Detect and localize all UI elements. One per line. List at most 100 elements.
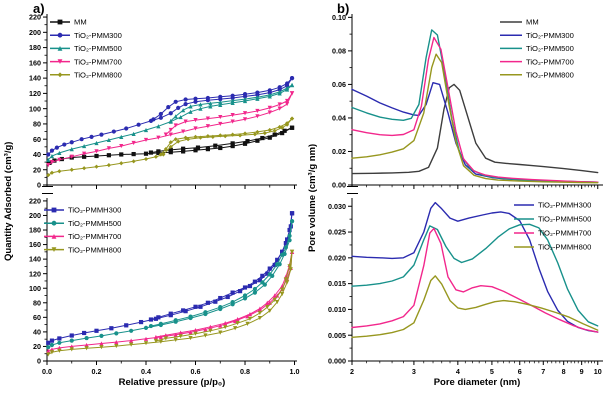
svg-text:60: 60 [33, 135, 41, 144]
svg-text:180: 180 [29, 226, 41, 235]
legend-item-TiO-PMMH800: TiO₂-PMMH800 [514, 243, 591, 252]
svg-text:100: 100 [29, 284, 41, 293]
svg-text:220: 220 [29, 13, 41, 22]
svg-text:MM: MM [74, 18, 87, 27]
svg-text:0.0: 0.0 [42, 367, 52, 376]
series-TiO-PMMH500 [351, 223, 599, 327]
series-TiO-PMMH700 [351, 227, 599, 333]
legend-b-top: MM TiO₂-PMM300 TiO₂-PMM500 TiO₂-PMM700 TiO₂-… [500, 18, 574, 80]
svg-text:220: 220 [29, 197, 41, 206]
svg-text:MM: MM [526, 18, 539, 27]
legend-item-TiO-PMMH700: TiO₂-PMMH700 [44, 232, 121, 241]
svg-text:2: 2 [350, 367, 354, 376]
svg-text:0.8: 0.8 [240, 367, 250, 376]
svg-text:0.02: 0.02 [332, 147, 346, 156]
legend-item-MM: MM [500, 18, 539, 27]
svg-text:80: 80 [33, 298, 41, 307]
series-TiO-PMM800 [351, 53, 599, 184]
svg-text:160: 160 [29, 240, 41, 249]
svg-text:40: 40 [33, 327, 41, 336]
svg-text:TiO₂-PMMH700: TiO₂-PMMH700 [68, 232, 121, 241]
svg-text:0: 0 [37, 357, 41, 366]
svg-text:0.030: 0.030 [328, 202, 346, 211]
series-MM [47, 125, 295, 165]
svg-text:TiO₂-PMMH500: TiO₂-PMMH500 [538, 215, 591, 224]
legend-item-TiO-PMM300: TiO₂-PMM300 [500, 31, 574, 40]
svg-text:3: 3 [412, 367, 416, 376]
legend-item-TiO-PMM800: TiO₂-PMM800 [500, 71, 574, 80]
panel-a-label: a) [33, 1, 45, 16]
series-TiO-PMMH500 [46, 219, 295, 350]
series-TiO-PMM800 [46, 116, 295, 178]
svg-text:TiO₂-PMM800: TiO₂-PMM800 [74, 71, 122, 80]
series-TiO-PMM300 [351, 81, 599, 183]
panel-b-label: b) [337, 1, 350, 16]
svg-text:0.4: 0.4 [141, 367, 151, 376]
svg-text:0.08: 0.08 [332, 46, 346, 55]
axes-b-top: 0.00 0.02 0.04 0.06 0.08 0.10 [332, 13, 603, 189]
svg-text:9: 9 [580, 367, 584, 376]
svg-text:6: 6 [518, 367, 522, 376]
legend-a-top: MM TiO₂-PMM300 TiO₂-PMM500 TiO₂-PMM700 TiO₂-… [50, 18, 122, 80]
legend-item-TiO-PMMH300: TiO₂-PMMH300 [514, 201, 591, 210]
panel-a-top-chart: 0 20 40 60 80 100 120 140 160 180 200 220 MM TiO₂-PMM… [29, 13, 297, 189]
svg-text:7: 7 [541, 367, 545, 376]
svg-text:40: 40 [33, 150, 41, 159]
svg-text:100: 100 [29, 104, 41, 113]
legend-item-TiO-PMM300: TiO₂-PMM300 [50, 31, 122, 40]
series-TiO-PMMH800 [46, 249, 295, 357]
svg-text:10: 10 [594, 367, 602, 376]
legend-item-TiO-PMM500: TiO₂-PMM500 [500, 44, 574, 53]
series-MM [351, 83, 599, 175]
panel-b-bottom-chart: 0.000 0.005 0.010 0.015 0.020 0.025 0.030 2 3 4 5 6… [328, 198, 603, 376]
legend-item-TiO-PMMH500: TiO₂-PMMH500 [514, 215, 591, 224]
svg-text:140: 140 [29, 255, 41, 264]
legend-item-TiO-PMM700: TiO₂-PMM700 [50, 57, 122, 66]
axes-a-bot: 0 20 40 60 80 100 120 140 160 180 200 220 0.0 0.2 0.4 0… [29, 197, 300, 376]
axes-a-top: 0 20 40 60 80 100 120 140 160 180 200 220 [29, 13, 297, 189]
svg-text:20: 20 [33, 165, 41, 174]
svg-text:0: 0 [37, 181, 41, 189]
svg-text:0.10: 0.10 [332, 13, 346, 22]
svg-text:1.0: 1.0 [290, 367, 300, 376]
svg-text:TiO₂-PMM700: TiO₂-PMM700 [74, 57, 122, 66]
svg-text:0.06: 0.06 [332, 80, 346, 89]
svg-text:0.020: 0.020 [328, 253, 346, 262]
svg-text:0.010: 0.010 [328, 305, 346, 314]
svg-text:5: 5 [490, 367, 494, 376]
legend-item-TiO-PMM500: TiO₂-PMM500 [50, 44, 122, 53]
svg-text:120: 120 [29, 89, 41, 98]
svg-text:0.015: 0.015 [328, 279, 346, 288]
legend-a-bot: TiO₂-PMMH300 TiO₂-PMMH500 TiO₂-PMMH700 TiO₂… [44, 206, 121, 254]
svg-text:0.000: 0.000 [328, 357, 346, 366]
axis-break-a [42, 186, 53, 194]
svg-text:8: 8 [562, 367, 566, 376]
series-TiO-PMM700 [351, 36, 599, 183]
svg-text:TiO₂-PMM500: TiO₂-PMM500 [526, 44, 574, 53]
svg-text:80: 80 [33, 120, 41, 129]
svg-text:0.04: 0.04 [332, 114, 346, 123]
legend-item-TiO-PMMH800: TiO₂-PMMH800 [44, 245, 121, 254]
svg-text:TiO₂-PMMH800: TiO₂-PMMH800 [68, 245, 121, 254]
svg-text:TiO₂-PMMH300: TiO₂-PMMH300 [538, 201, 591, 210]
svg-text:0.025: 0.025 [328, 228, 346, 237]
svg-text:TiO₂-PMM500: TiO₂-PMM500 [74, 44, 122, 53]
svg-text:4: 4 [456, 367, 460, 376]
series-TiO-PMMH800 [351, 275, 599, 339]
svg-text:TiO₂-PMMH800: TiO₂-PMMH800 [538, 243, 591, 252]
svg-text:200: 200 [29, 28, 41, 37]
series-TiO-PMM700 [46, 91, 295, 168]
legend-item-TiO-PMMH300: TiO₂-PMMH300 [44, 206, 121, 215]
axis-break-b [347, 186, 358, 194]
legend-item-TiO-PMM700: TiO₂-PMM700 [500, 57, 574, 66]
legend-b-bot: TiO₂-PMMH300 TiO₂-PMMH500 TiO₂-PMMH700 TiO₂… [514, 201, 591, 252]
b-x-axis-title: Pore diameter (nm) [433, 377, 521, 388]
a-y-axis-title: Quantity Adsorbed (cm³/g) [3, 141, 14, 261]
svg-text:TiO₂-PMM300: TiO₂-PMM300 [74, 31, 122, 40]
series-TiO-PMM500 [46, 82, 295, 162]
svg-text:0.005: 0.005 [328, 331, 346, 340]
svg-text:200: 200 [29, 211, 41, 220]
panel-a-bottom-chart: 0 20 40 60 80 100 120 140 160 180 200 220 0.0 0.2 0.4 0… [29, 197, 300, 376]
legend-item-MM: MM [50, 18, 87, 27]
